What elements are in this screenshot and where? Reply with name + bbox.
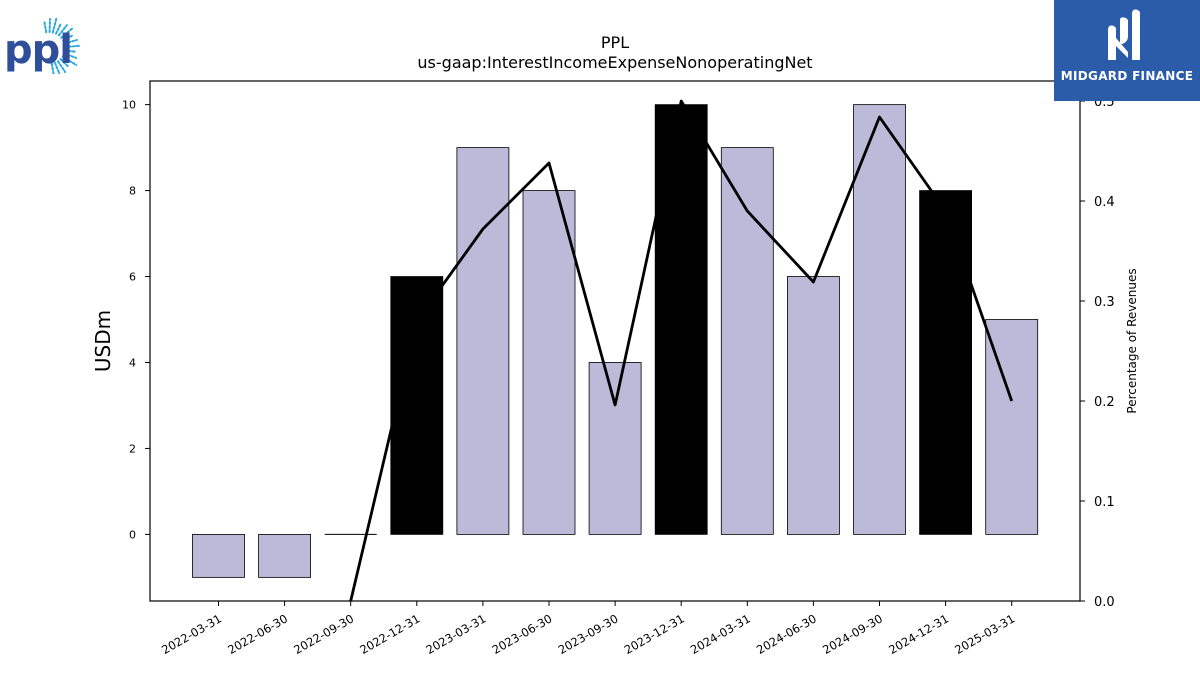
x-tick-label: 2022-06-30 <box>225 611 290 657</box>
chart-title: PPL <box>601 33 629 52</box>
bars-group <box>192 104 1039 578</box>
bar <box>654 104 708 535</box>
y-tick-label: 2 <box>129 442 136 455</box>
y2-tick-label: 0.1 <box>1094 495 1115 510</box>
y-tick-label: 10 <box>122 99 136 112</box>
y2-axis-label: Percentage of Revenues <box>1125 268 1139 413</box>
left-axis: 0 2 4 6 8 10 <box>122 99 150 541</box>
x-tick-label: 2022-03-31 <box>159 611 224 657</box>
x-tick-label: 2023-03-31 <box>424 611 489 657</box>
y-axis-label: USDm <box>91 310 115 372</box>
bar <box>787 276 840 535</box>
ppl-logo-text: ppl <box>4 27 72 73</box>
bar <box>192 533 245 578</box>
y2-tick-label: 0.4 <box>1094 195 1115 210</box>
bar <box>919 190 972 535</box>
ratio-line <box>347 99 1014 601</box>
x-tick-label: 2024-12-31 <box>886 611 951 657</box>
y2-tick-label: 0.2 <box>1094 395 1115 410</box>
x-tick-label: 2023-12-31 <box>622 611 687 657</box>
x-tick-label: 2024-03-31 <box>688 611 753 657</box>
chart-subtitle: us-gaap:InterestIncomeExpenseNonoperatin… <box>417 53 812 72</box>
y-tick-label: 0 <box>129 528 136 541</box>
x-tick-label: 2024-06-30 <box>754 611 819 657</box>
x-tick-label: 2023-06-30 <box>490 611 555 657</box>
x-tick-label: 2022-09-30 <box>291 611 356 657</box>
bar <box>456 147 510 535</box>
bar <box>390 276 444 535</box>
midgard-m-icon <box>1108 9 1140 60</box>
y-tick-label: 6 <box>129 271 136 284</box>
bar <box>258 533 312 578</box>
right-axis: 0.00.10.20.30.40.5 <box>1080 95 1115 610</box>
x-axis: 2022-03-31 2022-06-30 2022-09-30 2022-12-31… <box>159 601 1017 657</box>
bar <box>588 362 642 535</box>
bar <box>522 190 576 535</box>
sunburst-icon <box>43 15 82 79</box>
bar <box>720 147 774 535</box>
x-tick-label: 2023-09-30 <box>556 611 621 657</box>
y-tick-label: 8 <box>129 185 136 198</box>
midgard-finance-badge: MIDGARD FINANCE <box>1054 0 1200 101</box>
x-tick-label: 2024-09-30 <box>820 611 885 657</box>
y2-tick-label: 0.0 <box>1094 595 1115 610</box>
ppl-logo: ppl <box>4 6 96 79</box>
y2-tick-label: 0.3 <box>1094 295 1115 310</box>
x-tick-label: 2022-12-31 <box>357 611 422 657</box>
x-tick-label: 2025-03-31 <box>952 611 1017 657</box>
y-tick-label: 4 <box>129 356 136 369</box>
brand-name: MIDGARD FINANCE <box>1060 69 1194 83</box>
bar <box>853 104 906 535</box>
line-group <box>347 99 1014 601</box>
